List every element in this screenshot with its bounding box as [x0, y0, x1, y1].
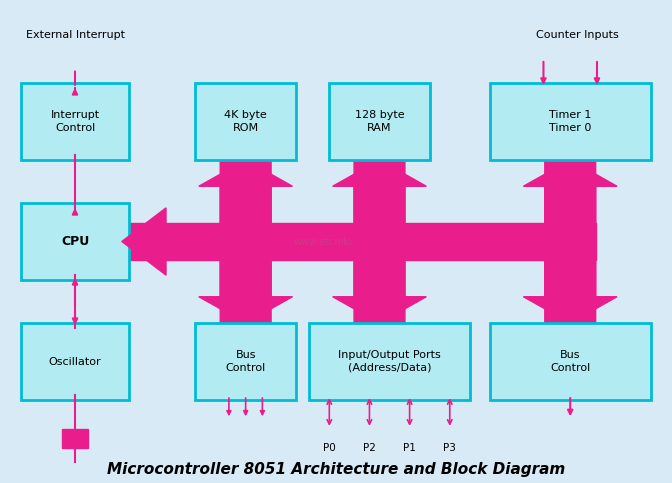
Bar	[122, 223, 595, 260]
FancyBboxPatch shape	[22, 203, 128, 280]
FancyBboxPatch shape	[22, 83, 128, 160]
Text: P3: P3	[444, 443, 456, 453]
Polygon shape	[523, 160, 617, 323]
Polygon shape	[333, 160, 426, 323]
Polygon shape	[199, 160, 292, 323]
Text: Oscillator: Oscillator	[48, 356, 101, 367]
FancyBboxPatch shape	[490, 323, 650, 400]
Text: 4K byte
ROM: 4K byte ROM	[224, 110, 267, 133]
Text: Timer 1
Timer 0: Timer 1 Timer 0	[549, 110, 591, 133]
Text: P1: P1	[403, 443, 416, 453]
Text: Input/Output Ports
(Address/Data): Input/Output Ports (Address/Data)	[338, 350, 441, 373]
Polygon shape	[122, 208, 166, 275]
FancyBboxPatch shape	[196, 323, 296, 400]
Polygon shape	[333, 160, 426, 323]
Text: P0: P0	[323, 443, 336, 453]
Text: CPU: CPU	[61, 235, 89, 248]
FancyBboxPatch shape	[196, 83, 296, 160]
Polygon shape	[523, 160, 617, 323]
Text: P2: P2	[363, 443, 376, 453]
Polygon shape	[199, 160, 292, 323]
Bar	[62, 429, 89, 448]
Text: Bus
Control: Bus Control	[550, 350, 591, 373]
Text: www.etcniku.com: www.etcniku.com	[293, 237, 379, 246]
FancyBboxPatch shape	[329, 83, 429, 160]
Text: Microcontroller 8051 Architecture and Block Diagram: Microcontroller 8051 Architecture and Bl…	[107, 462, 565, 477]
Text: Counter Inputs: Counter Inputs	[536, 30, 618, 40]
Text: Bus
Control: Bus Control	[226, 350, 266, 373]
Text: External Interrupt: External Interrupt	[26, 30, 124, 40]
Text: 128 byte
RAM: 128 byte RAM	[355, 110, 405, 133]
Text: Interrupt
Control: Interrupt Control	[50, 110, 99, 133]
FancyBboxPatch shape	[490, 83, 650, 160]
FancyBboxPatch shape	[22, 323, 128, 400]
FancyBboxPatch shape	[309, 323, 470, 400]
